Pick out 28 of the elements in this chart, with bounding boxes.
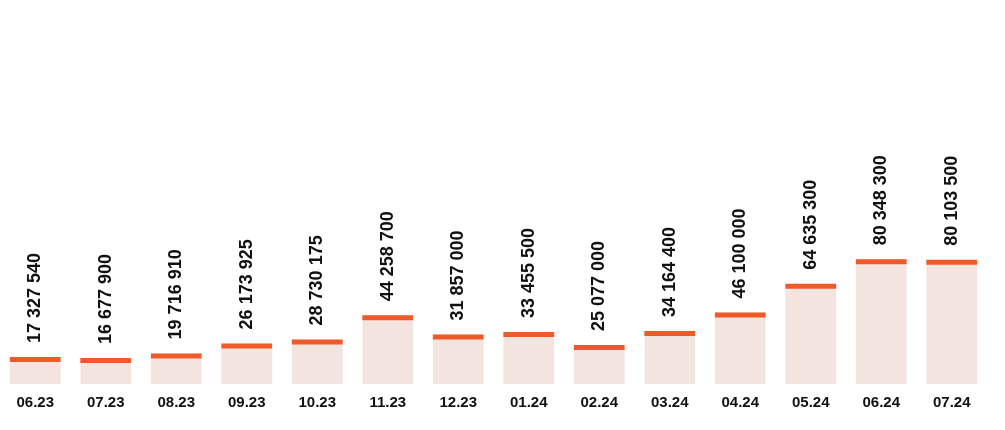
x-tick-label: 10.23 (298, 393, 337, 411)
x-tick-label: 11.23 (369, 393, 407, 411)
data-label: 33 455 500 (517, 227, 538, 319)
data-label: 17 327 540 (24, 253, 45, 344)
data-label: 46 100 000 (729, 208, 750, 299)
x-tick-label: 03.24 (650, 393, 690, 411)
x-tick-label: 12.23 (439, 393, 478, 411)
x-tick-label: 07.24 (932, 393, 972, 411)
data-label: 19 716 910 (165, 249, 186, 340)
x-tick-label: 08.23 (157, 393, 196, 411)
x-tick-label: 09.23 (227, 393, 266, 411)
data-label: 25 077 000 (588, 240, 609, 332)
x-tick-label: 07.23 (86, 393, 125, 411)
data-label: 80 348 300 (870, 155, 891, 246)
data-label: 16 677 900 (94, 254, 115, 345)
x-tick-label: 04.24 (721, 393, 760, 411)
x-tick-label: 06.23 (16, 393, 55, 411)
x-tick-label: 02.24 (580, 393, 619, 411)
data-label: 80 103 500 (940, 155, 961, 246)
x-tick-label: 01.24 (509, 393, 549, 411)
x-tick-label: 05.24 (791, 393, 831, 411)
data-label: 28 730 175 (306, 235, 327, 326)
x-tick-label: 06.24 (862, 393, 901, 411)
data-label: 26 173 925 (235, 239, 256, 330)
data-label: 64 635 300 (799, 179, 820, 270)
data-label: 31 857 000 (447, 230, 468, 321)
data-label: 34 164 400 (658, 226, 679, 317)
data-label: 44 258 700 (376, 211, 397, 302)
